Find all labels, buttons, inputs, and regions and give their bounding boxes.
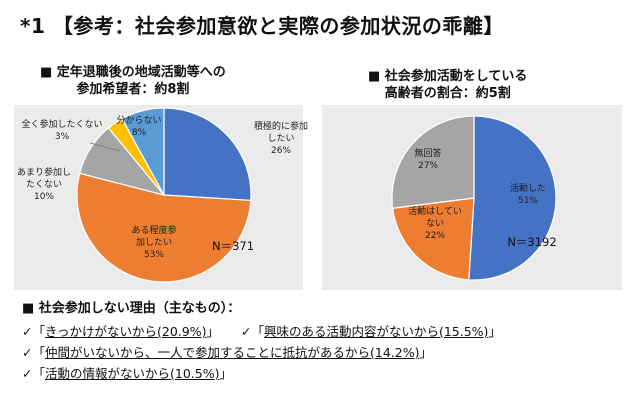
reason-open-bracket: 「	[32, 324, 45, 339]
slice-label: 積極的に参加	[254, 120, 308, 132]
pie-slice	[468, 115, 557, 281]
reason-close-bracket: 」	[219, 366, 232, 381]
check-icon: ✓	[22, 366, 33, 381]
slice-label: 全く参加したくない	[21, 118, 102, 130]
slice-label: 活動した	[510, 182, 546, 194]
reasons-section: ■ 社会参加しない理由（主なもの）： ✓「きっかけがないから(20.9%)」 ✓…	[22, 298, 632, 384]
reason-item: ✓「活動の情報がないから(10.5%)」	[22, 363, 232, 384]
right-heading-line1: ■ 社会参加活動をしている	[368, 69, 528, 84]
pie-slice	[391, 197, 475, 281]
slice-label: ある程度参	[131, 224, 176, 236]
right-chart-heading: ■ 社会参加活動をしている 高齢者の割合：約5割	[368, 68, 527, 102]
reason-item: ✓「きっかけがないから(20.9%)」	[22, 321, 219, 342]
slice-label: たくない	[26, 179, 62, 190]
sample-size-label: N＝371	[212, 239, 254, 253]
pie-slice	[163, 107, 252, 202]
data-label: 10%	[34, 192, 54, 202]
slice-label: したい	[267, 133, 294, 144]
slice-label: 加したい	[136, 237, 172, 248]
reason-open-bracket: 「	[32, 345, 45, 360]
check-icon: ✓	[22, 345, 33, 360]
data-label: 27%	[418, 161, 438, 171]
reason-text: 興味のある活動内容がないから(15.5%)	[263, 324, 489, 339]
left-heading-line1: ■ 定年退職後の地域活動等への	[40, 65, 226, 80]
reason-close-bracket: 」	[488, 324, 501, 339]
leader-line	[89, 142, 121, 152]
reason-open-bracket: 「	[32, 366, 45, 381]
left-chart-heading: ■ 定年退職後の地域活動等への 参加希望者：約8割	[40, 64, 226, 98]
page-title: *1 【参考：社会参加意欲と実際の参加状況の乖離】	[20, 14, 504, 38]
slice-label: あまり参加し	[17, 166, 71, 178]
slice-label: 活動はしてい	[408, 205, 462, 217]
reasons-row-1: ✓「きっかけがないから(20.9%)」 ✓「興味のある活動内容がないから(15.…	[22, 321, 632, 342]
reason-item: ✓「仲間がいないから、一人で参加することに抵抗があるから(14.2%)」	[22, 342, 432, 363]
slice-label: 無回答	[414, 147, 441, 159]
reason-text: きっかけがないから(20.9%)	[45, 324, 207, 339]
data-label: 53%	[144, 250, 164, 260]
pie-slice	[121, 107, 165, 196]
data-label: 26%	[271, 146, 291, 156]
slice-label: 分からない	[116, 115, 161, 126]
right-heading-line2: 高齢者の割合：約5割	[384, 86, 511, 101]
reason-text: 仲間がいないから、一人で参加することに抵抗があるから(14.2%)	[45, 345, 420, 360]
reason-close-bracket: 」	[419, 345, 432, 360]
sample-size-label: N＝3192	[507, 235, 556, 249]
check-icon: ✓	[22, 324, 33, 339]
reason-item: ✓「興味のある活動内容がないから(15.5%)」	[241, 321, 501, 342]
reason-open-bracket: 「	[251, 324, 264, 339]
pie-slice	[391, 115, 475, 209]
left-heading-line2: 参加希望者：約8割	[76, 82, 190, 97]
slice-label: ない	[426, 218, 444, 229]
reason-close-bracket: 」	[206, 324, 219, 339]
reasons-row-3: ✓「活動の情報がないから(10.5%)」	[22, 363, 632, 384]
data-label: 51%	[518, 196, 538, 206]
data-label: 8%	[132, 128, 147, 138]
reason-text: 活動の情報がないから(10.5%)	[45, 366, 220, 381]
pie-slice	[76, 172, 252, 283]
data-label: 22%	[425, 231, 445, 241]
check-icon: ✓	[240, 324, 252, 339]
reasons-row-2: ✓「仲間がいないから、一人で参加することに抵抗があるから(14.2%)」	[22, 342, 632, 363]
data-label: 3%	[55, 132, 70, 142]
reasons-heading: ■ 社会参加しない理由（主なもの）：	[22, 301, 241, 316]
